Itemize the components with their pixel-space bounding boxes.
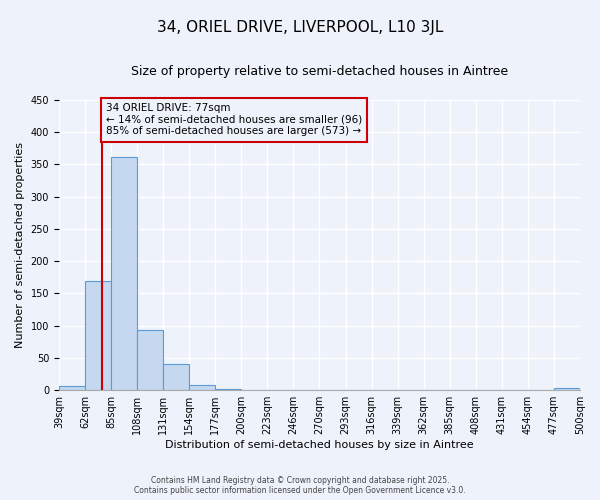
Text: 34, ORIEL DRIVE, LIVERPOOL, L10 3JL: 34, ORIEL DRIVE, LIVERPOOL, L10 3JL [157, 20, 443, 35]
X-axis label: Distribution of semi-detached houses by size in Aintree: Distribution of semi-detached houses by … [165, 440, 474, 450]
Bar [554, 388, 580, 390]
Bar [163, 364, 189, 390]
Bar [85, 280, 111, 390]
Bar [137, 330, 163, 390]
Title: Size of property relative to semi-detached houses in Aintree: Size of property relative to semi-detach… [131, 65, 508, 78]
Bar [189, 385, 215, 390]
Bar [215, 389, 241, 390]
Y-axis label: Number of semi-detached properties: Number of semi-detached properties [15, 142, 25, 348]
Text: Contains HM Land Registry data © Crown copyright and database right 2025.
Contai: Contains HM Land Registry data © Crown c… [134, 476, 466, 495]
Text: 34 ORIEL DRIVE: 77sqm
← 14% of semi-detached houses are smaller (96)
85% of semi: 34 ORIEL DRIVE: 77sqm ← 14% of semi-deta… [106, 103, 362, 136]
Bar [111, 157, 137, 390]
Bar [59, 386, 85, 390]
